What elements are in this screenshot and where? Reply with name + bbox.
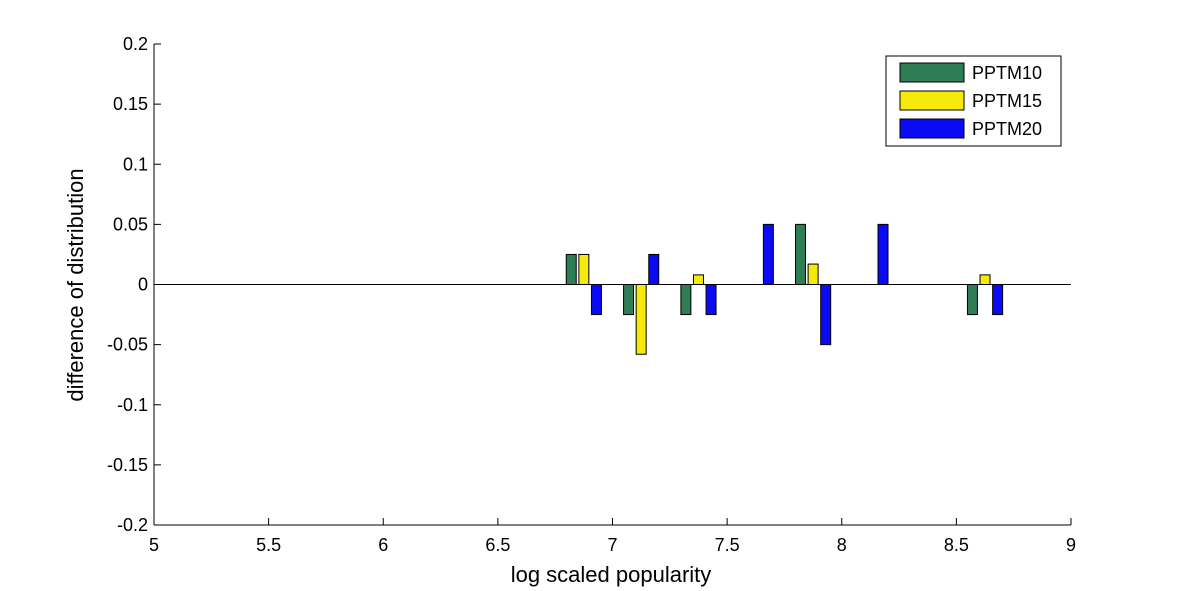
y-tick-label: 0 <box>138 275 148 295</box>
bar-pptm20 <box>820 284 832 346</box>
bar-pptm10 <box>565 253 577 285</box>
y-tick-label: -0.15 <box>107 455 148 475</box>
y-tick-label: 0.05 <box>113 214 148 234</box>
bar-pptm10 <box>966 284 978 316</box>
y-tick-label: 0.15 <box>113 94 148 114</box>
bar-pptm15 <box>692 274 704 286</box>
bar-pptm10 <box>680 284 692 316</box>
bar-pptm15 <box>807 263 819 285</box>
legend-swatch <box>899 118 965 139</box>
x-tick-label: 7 <box>607 535 617 555</box>
legend: PPTM10 PPTM15 PPTM20 <box>885 55 1062 147</box>
x-tick-label: 9 <box>1066 535 1076 555</box>
y-tick-label: -0.2 <box>117 515 148 535</box>
legend-label: PPTM20 <box>972 119 1042 139</box>
x-tick-label: 6.5 <box>485 535 510 555</box>
legend-swatch <box>899 62 965 83</box>
x-tick-label: 5 <box>149 535 159 555</box>
y-tick-label: 0.2 <box>123 34 148 54</box>
x-tick-label: 8 <box>837 535 847 555</box>
bar-pptm20 <box>762 223 774 285</box>
x-tick-label: 6 <box>378 535 388 555</box>
x-tick-label: 7.5 <box>715 535 740 555</box>
legend-label: PPTM15 <box>972 91 1042 111</box>
bar-pptm15 <box>635 284 647 355</box>
bar-pptm20 <box>648 253 660 285</box>
bar-pptm15 <box>979 274 991 286</box>
bar-pptm20 <box>992 284 1004 316</box>
bar-pptm15 <box>578 253 590 285</box>
bar-pptm20 <box>705 284 717 316</box>
legend-label: PPTM10 <box>972 63 1042 83</box>
bar-pptm20 <box>877 223 889 285</box>
y-tick-label: -0.1 <box>117 395 148 415</box>
y-axis-label: difference of distribution <box>63 168 88 401</box>
y-tick-label: 0.1 <box>123 154 148 174</box>
x-tick-label: 5.5 <box>256 535 281 555</box>
x-axis-label: log scaled popularity <box>511 562 712 587</box>
bar-pptm10 <box>623 284 635 316</box>
ticks: 5 5.5 6 6.5 7 7.5 8 8.5 9 -0.2 -0.15 -0.1 -0.05 0 0.05… <box>107 34 1076 555</box>
x-tick-label: 8.5 <box>944 535 969 555</box>
bar-pptm20 <box>590 284 602 316</box>
y-tick-label: -0.05 <box>107 335 148 355</box>
bar-pptm10 <box>794 223 806 285</box>
legend-swatch <box>899 90 965 111</box>
bars <box>565 223 1004 355</box>
